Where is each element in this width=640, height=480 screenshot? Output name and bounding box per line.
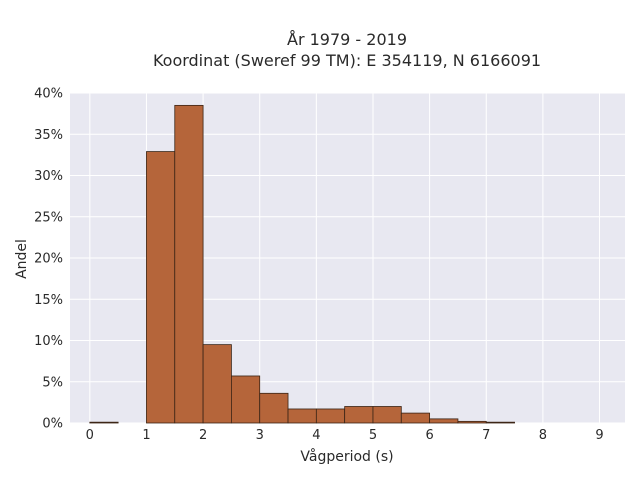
y-tick-label: 25% xyxy=(34,210,63,225)
chart-title-line2: Koordinat (Sweref 99 TM): E 354119, N 61… xyxy=(153,51,541,70)
y-axis-label: Andel xyxy=(14,239,30,279)
histogram-bar xyxy=(429,418,459,424)
y-axis-ticks: 0% 5% 10% 15% 20% 25% 30% 35% 40% xyxy=(34,87,63,432)
y-tick-label: 40% xyxy=(34,87,63,102)
histogram-bar xyxy=(485,421,515,424)
histogram-bar xyxy=(89,421,119,424)
x-tick-label: 7 xyxy=(482,428,490,443)
y-tick-label: 5% xyxy=(42,375,63,390)
y-tick-label: 30% xyxy=(34,169,63,184)
histogram-bar xyxy=(400,412,431,424)
x-tick-label: 9 xyxy=(595,428,603,443)
x-tick-label: 1 xyxy=(142,428,150,443)
y-tick-label: 0% xyxy=(42,417,63,432)
histogram-bar xyxy=(372,406,402,424)
x-tick-label: 2 xyxy=(199,428,207,443)
x-tick-label: 8 xyxy=(539,428,547,443)
x-tick-label: 4 xyxy=(312,428,320,443)
x-tick-label: 0 xyxy=(86,428,94,443)
y-tick-label: 10% xyxy=(34,334,63,349)
histogram-bar xyxy=(457,420,487,424)
y-tick-label: 35% xyxy=(34,128,63,143)
histogram-bar xyxy=(259,392,289,424)
histogram-bar xyxy=(344,406,374,424)
x-tick-label: 5 xyxy=(369,428,377,443)
y-tick-label: 15% xyxy=(34,293,63,308)
y-tick-label: 20% xyxy=(34,252,63,267)
histogram-bar xyxy=(287,408,317,424)
histogram-bar xyxy=(202,344,232,424)
x-tick-label: 6 xyxy=(425,428,433,443)
chart-title-line1: År 1979 - 2019 xyxy=(287,30,407,49)
histogram-bar xyxy=(231,375,261,424)
x-axis-ticks: 0 1 2 3 4 5 6 7 8 9 xyxy=(86,428,604,443)
histogram-bar xyxy=(146,151,176,424)
bars xyxy=(89,104,515,424)
x-tick-label: 3 xyxy=(256,428,264,443)
x-axis-label: Vågperiod (s) xyxy=(300,448,393,465)
histogram-bar xyxy=(315,408,346,424)
histogram-bar xyxy=(174,104,204,424)
